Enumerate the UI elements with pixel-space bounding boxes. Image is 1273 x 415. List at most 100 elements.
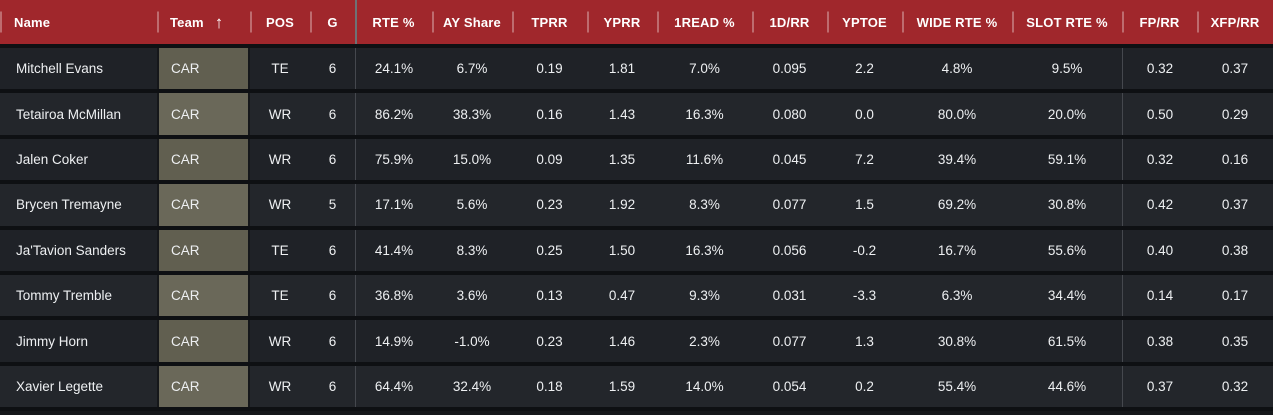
column-header-label: AY Share bbox=[443, 14, 501, 30]
cell-slot_rte_pct: 30.8% bbox=[1012, 184, 1122, 226]
cell-pos: WR bbox=[250, 365, 310, 408]
cell-yptoe: 7.2 bbox=[827, 138, 902, 181]
cell-xfp_rr: 0.16 bbox=[1197, 138, 1273, 181]
player-name-cell[interactable]: Ja'Tavion Sanders bbox=[0, 229, 157, 271]
player-row[interactable]: Xavier Legette CAR WR 6 64.4% 32.4% 0.18 1.59 14… bbox=[0, 365, 1273, 412]
team-cell[interactable]: CAR bbox=[157, 365, 250, 408]
column-header-tprr[interactable]: TPRR bbox=[512, 0, 587, 44]
player-name-cell[interactable]: Tetairoa McMillan bbox=[0, 93, 157, 135]
cell-xfp_rr: 0.38 bbox=[1197, 229, 1273, 271]
cell-xfp_rr: 0.32 bbox=[1197, 365, 1273, 408]
team-cell[interactable]: CAR bbox=[157, 93, 250, 135]
column-header-label: Name bbox=[14, 14, 51, 30]
cell-rte_pct: 24.1% bbox=[355, 48, 432, 90]
column-header-label: G bbox=[327, 14, 338, 30]
column-header-pos[interactable]: POS bbox=[250, 0, 310, 44]
player-row[interactable]: Jalen Coker CAR WR 6 75.9% 15.0% 0.09 1.35 11.6%… bbox=[0, 138, 1273, 185]
column-header-label: 1D/RR bbox=[769, 14, 810, 30]
cell-ay_share: 32.4% bbox=[432, 365, 512, 408]
column-header-label: XFP/RR bbox=[1210, 14, 1260, 30]
cell-xfp_rr: 0.35 bbox=[1197, 320, 1273, 362]
column-header-label: TPRR bbox=[531, 14, 568, 30]
column-header-slot_rte_pct[interactable]: SLOT RTE % bbox=[1012, 0, 1122, 44]
cell-g: 6 bbox=[310, 229, 355, 271]
cell-wide_rte_pct: 16.7% bbox=[902, 229, 1012, 271]
cell-tprr: 0.23 bbox=[512, 184, 587, 226]
cell-pos: WR bbox=[250, 320, 310, 362]
cell-fp_rr: 0.32 bbox=[1122, 48, 1197, 90]
cell-g: 6 bbox=[310, 138, 355, 181]
cell-d1_rr: 0.077 bbox=[752, 184, 827, 226]
cell-yptoe: -0.2 bbox=[827, 229, 902, 271]
cell-tprr: 0.09 bbox=[512, 138, 587, 181]
cell-d1_rr: 0.077 bbox=[752, 320, 827, 362]
cell-tprr: 0.19 bbox=[512, 48, 587, 90]
table-body: Mitchell Evans CAR TE 6 24.1% 6.7% 0.19 1.81 7.0… bbox=[0, 48, 1273, 412]
player-row[interactable]: Ja'Tavion Sanders CAR TE 6 41.4% 8.3% 0.25 1.50… bbox=[0, 229, 1273, 275]
column-header-label: Team bbox=[170, 14, 204, 30]
cell-yprr: 1.43 bbox=[587, 93, 657, 135]
cell-ay_share: 3.6% bbox=[432, 274, 512, 317]
team-cell[interactable]: CAR bbox=[157, 138, 250, 181]
cell-fp_rr: 0.32 bbox=[1122, 138, 1197, 181]
cell-wide_rte_pct: 55.4% bbox=[902, 365, 1012, 408]
column-header-ay_share[interactable]: AY Share bbox=[432, 0, 512, 44]
column-header-team[interactable]: Team ↑ bbox=[157, 0, 250, 44]
cell-fp_rr: 0.50 bbox=[1122, 93, 1197, 135]
cell-yprr: 1.50 bbox=[587, 229, 657, 271]
cell-pos: TE bbox=[250, 229, 310, 271]
column-header-yptoe[interactable]: YPTOE bbox=[827, 0, 902, 44]
cell-read1_pct: 16.3% bbox=[657, 93, 752, 135]
column-header-label: RTE % bbox=[372, 14, 415, 30]
cell-yprr: 1.46 bbox=[587, 320, 657, 362]
player-name-cell[interactable]: Jimmy Horn bbox=[0, 320, 157, 362]
player-name-cell[interactable]: Xavier Legette bbox=[0, 365, 157, 408]
player-row[interactable]: Mitchell Evans CAR TE 6 24.1% 6.7% 0.19 1.81 7.0… bbox=[0, 48, 1273, 94]
column-header-label: YPTOE bbox=[842, 14, 887, 30]
column-header-wide_rte_pct[interactable]: WIDE RTE % bbox=[902, 0, 1012, 44]
column-header-name[interactable]: Name bbox=[0, 0, 157, 44]
column-header-label: POS bbox=[265, 14, 295, 30]
player-name-cell[interactable]: Brycen Tremayne bbox=[0, 184, 157, 226]
team-cell[interactable]: CAR bbox=[157, 229, 250, 271]
cell-fp_rr: 0.14 bbox=[1122, 274, 1197, 317]
cell-read1_pct: 11.6% bbox=[657, 138, 752, 181]
team-cell[interactable]: CAR bbox=[157, 274, 250, 317]
cell-rte_pct: 17.1% bbox=[355, 184, 432, 226]
cell-ay_share: 6.7% bbox=[432, 48, 512, 90]
column-header-rte_pct[interactable]: RTE % bbox=[355, 0, 432, 44]
cell-read1_pct: 16.3% bbox=[657, 229, 752, 271]
cell-wide_rte_pct: 69.2% bbox=[902, 184, 1012, 226]
cell-g: 6 bbox=[310, 93, 355, 135]
column-header-g[interactable]: G bbox=[310, 0, 355, 44]
cell-yprr: 0.47 bbox=[587, 274, 657, 317]
cell-wide_rte_pct: 30.8% bbox=[902, 320, 1012, 362]
column-header-d1_rr[interactable]: 1D/RR bbox=[752, 0, 827, 44]
player-name-cell[interactable]: Mitchell Evans bbox=[0, 48, 157, 90]
cell-slot_rte_pct: 34.4% bbox=[1012, 274, 1122, 317]
cell-xfp_rr: 0.37 bbox=[1197, 184, 1273, 226]
column-header-read1_pct[interactable]: 1READ % bbox=[657, 0, 752, 44]
table-header-row: Name Team ↑ POS G RTE % AY Share TPRR YPRR 1READ … bbox=[0, 0, 1273, 48]
team-cell[interactable]: CAR bbox=[157, 320, 250, 362]
player-name-cell[interactable]: Tommy Tremble bbox=[0, 274, 157, 317]
cell-xfp_rr: 0.37 bbox=[1197, 48, 1273, 90]
player-row[interactable]: Tommy Tremble CAR TE 6 36.8% 3.6% 0.13 0.47 9.3%… bbox=[0, 274, 1273, 321]
column-header-fp_rr[interactable]: FP/RR bbox=[1122, 0, 1197, 44]
player-row[interactable]: Jimmy Horn CAR WR 6 14.9% -1.0% 0.23 1.46 2.3% 0.… bbox=[0, 320, 1273, 366]
player-row[interactable]: Tetairoa McMillan CAR WR 6 86.2% 38.3% 0.16 1.4… bbox=[0, 93, 1273, 139]
column-header-yprr[interactable]: YPRR bbox=[587, 0, 657, 44]
cell-slot_rte_pct: 59.1% bbox=[1012, 138, 1122, 181]
column-header-xfp_rr[interactable]: XFP/RR bbox=[1197, 0, 1273, 44]
team-cell[interactable]: CAR bbox=[157, 184, 250, 226]
player-name-cell[interactable]: Jalen Coker bbox=[0, 138, 157, 181]
player-row[interactable]: Brycen Tremayne CAR WR 5 17.1% 5.6% 0.23 1.92 8.… bbox=[0, 184, 1273, 230]
cell-wide_rte_pct: 4.8% bbox=[902, 48, 1012, 90]
team-cell[interactable]: CAR bbox=[157, 48, 250, 90]
cell-slot_rte_pct: 9.5% bbox=[1012, 48, 1122, 90]
cell-yptoe: -3.3 bbox=[827, 274, 902, 317]
cell-yptoe: 2.2 bbox=[827, 48, 902, 90]
column-header-label: YPRR bbox=[603, 14, 641, 30]
column-header-label: WIDE RTE % bbox=[916, 14, 998, 30]
cell-fp_rr: 0.38 bbox=[1122, 320, 1197, 362]
